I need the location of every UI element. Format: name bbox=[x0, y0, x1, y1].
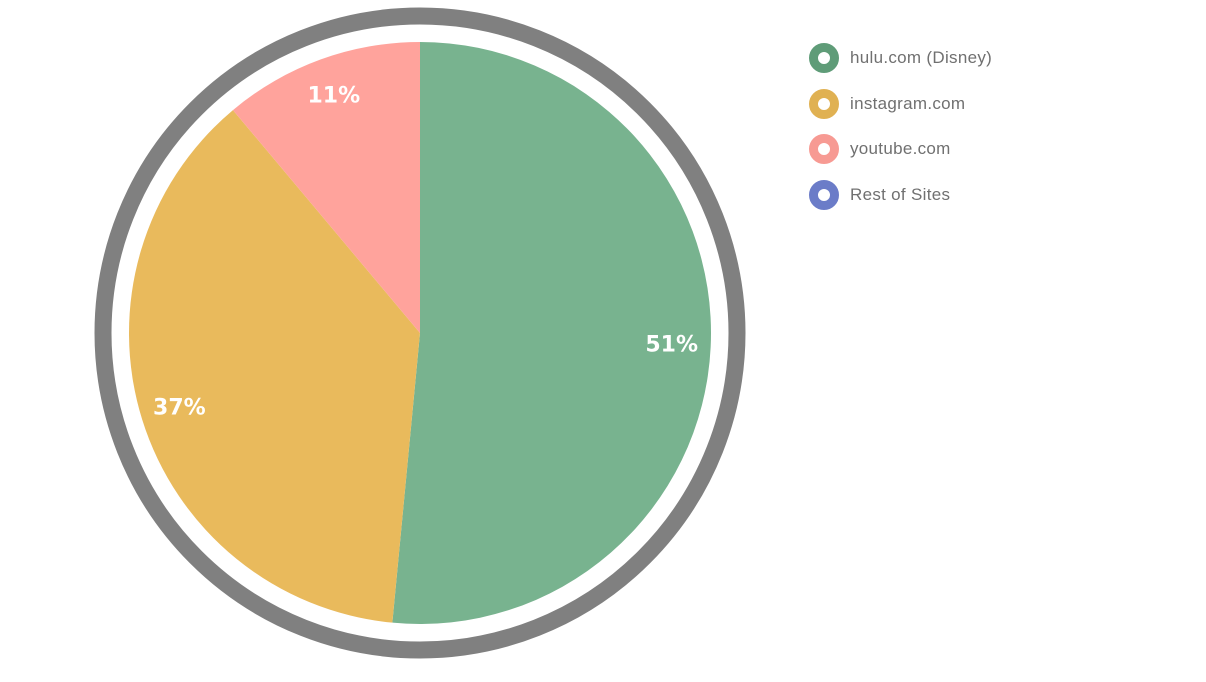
legend-item-rest-of-sites[interactable]: Rest of Sites bbox=[809, 179, 1189, 210]
pie-slice-labels: 51% 37% 11% bbox=[153, 84, 698, 421]
slice-label-instagram-com: 37% bbox=[153, 395, 206, 420]
legend-label: hulu.com (Disney) bbox=[850, 48, 993, 67]
legend-label: Rest of Sites bbox=[850, 184, 951, 204]
legend-label: instagram.com bbox=[850, 93, 966, 113]
pie-slice-hulu-com-disney[interactable] bbox=[392, 42, 712, 625]
legend-marker-icon bbox=[809, 134, 839, 164]
legend-label: youtube.com bbox=[850, 139, 951, 158]
legend-item-hulu-com-disney[interactable]: hulu.com (Disney) bbox=[809, 43, 1189, 73]
legend: hulu.com (Disney) instagram.com youtube.co… bbox=[809, 43, 1189, 225]
pie-slice-youtube-com[interactable] bbox=[232, 42, 420, 333]
legend-marker-icon bbox=[809, 179, 839, 210]
legend-marker-icon bbox=[809, 88, 839, 119]
pie-slice-instagram-com[interactable] bbox=[128, 110, 420, 623]
legend-marker-icon bbox=[809, 43, 839, 73]
slice-label-hulu-com-disney: 51% bbox=[645, 332, 698, 357]
legend-item-instagram-com[interactable]: instagram.com bbox=[809, 88, 1189, 119]
legend-item-youtube-com[interactable]: youtube.com bbox=[809, 134, 1189, 164]
pie-slices bbox=[128, 42, 712, 625]
slice-label-youtube-com: 11% bbox=[307, 84, 360, 109]
pie-chart: 51% 37% 11% bbox=[94, 7, 746, 659]
pie-outer-ring bbox=[94, 7, 746, 659]
